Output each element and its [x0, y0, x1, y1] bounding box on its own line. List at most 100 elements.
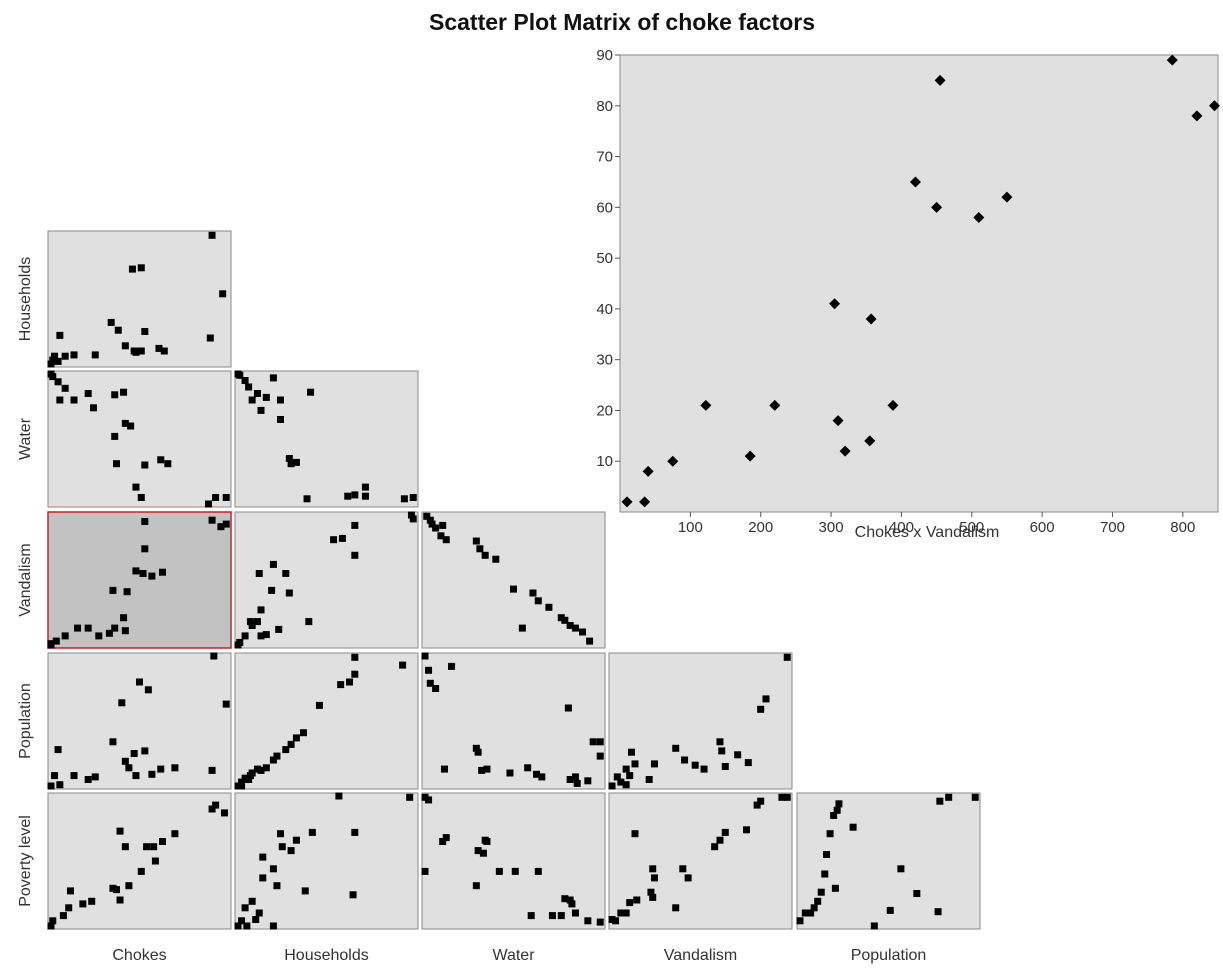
data-point [887, 399, 899, 411]
panel-chokes-vs-poverty-level[interactable] [47, 792, 232, 930]
data-point [70, 772, 78, 780]
y-tick-label: 90 [596, 47, 613, 64]
data-point [589, 738, 597, 746]
data-point [157, 456, 165, 464]
data-point [120, 388, 128, 396]
y-tick-label: 80 [596, 98, 613, 115]
data-point [428, 520, 436, 528]
panel-chokes-vs-population[interactable] [47, 652, 232, 790]
data-point [744, 759, 752, 767]
data-point [54, 378, 62, 386]
data-point [248, 396, 256, 404]
data-point [351, 653, 359, 661]
data-point [245, 383, 253, 391]
data-point [474, 748, 482, 756]
data-point [222, 494, 230, 501]
data-point [561, 895, 569, 903]
data-point [622, 765, 630, 773]
data-point [351, 551, 359, 559]
data-point [137, 347, 145, 355]
y-tick-label: 60 [596, 199, 613, 216]
data-point [1208, 100, 1220, 112]
data-point [47, 640, 55, 648]
panel-water-vs-population[interactable] [421, 652, 606, 790]
data-point [506, 769, 514, 777]
data-point [220, 809, 228, 817]
data-point [121, 843, 129, 851]
data-point [282, 570, 290, 577]
panel-chokes-vs-water[interactable] [47, 370, 232, 508]
data-point [534, 597, 542, 605]
data-point [579, 628, 587, 636]
panel-vandalism-vs-poverty-level[interactable] [608, 792, 793, 930]
panel-vandalism-vs-population[interactable] [608, 652, 793, 790]
data-point [70, 351, 78, 359]
data-point [159, 838, 167, 845]
data-point [252, 916, 260, 923]
data-point [241, 377, 249, 384]
data-point [672, 744, 680, 752]
data-point [109, 586, 117, 594]
data-point [148, 770, 156, 778]
panel-background [234, 370, 419, 508]
panel-background [421, 652, 606, 790]
panel-background [234, 792, 419, 930]
data-point [448, 662, 456, 670]
data-point [821, 870, 829, 878]
data-point [238, 917, 246, 925]
data-point [257, 606, 265, 614]
data-point [121, 757, 129, 765]
data-point [566, 776, 574, 783]
data-point [810, 904, 818, 912]
data-point [79, 900, 87, 908]
data-point [639, 496, 651, 508]
data-point [330, 536, 338, 544]
data-point [112, 886, 120, 894]
panel-chokes-vs-households[interactable] [47, 230, 232, 368]
data-point [150, 843, 158, 851]
data-point [109, 884, 117, 892]
data-point [700, 765, 708, 773]
data-point [631, 760, 639, 768]
panel-households-vs-vandalism[interactable] [234, 511, 419, 649]
panel-water-vs-poverty-level[interactable] [421, 792, 606, 930]
panel-households-vs-water[interactable] [234, 370, 419, 508]
data-point [586, 637, 594, 645]
data-point [276, 416, 284, 423]
column-label-chokes: Chokes [112, 947, 166, 964]
data-point [931, 201, 943, 213]
data-point [548, 912, 556, 920]
data-point [337, 681, 345, 689]
data-point [573, 779, 581, 787]
data-point [238, 782, 246, 790]
data-point [65, 904, 73, 912]
data-point [243, 922, 251, 930]
data-point [303, 495, 311, 503]
data-point [691, 761, 699, 769]
panel-chokes-vs-vandalism[interactable] [47, 511, 232, 649]
panel-water-vs-vandalism[interactable] [421, 511, 606, 649]
data-point [56, 331, 64, 339]
column-label-population: Population [851, 947, 927, 964]
data-point [61, 352, 69, 360]
data-point [273, 882, 281, 890]
panel-households-vs-population[interactable] [234, 652, 419, 790]
data-point [596, 918, 604, 926]
data-point [141, 328, 149, 335]
data-point [650, 760, 658, 768]
data-point [734, 751, 742, 759]
data-point [351, 670, 359, 678]
panel-population-vs-poverty-level[interactable] [796, 792, 981, 930]
data-point [257, 632, 265, 640]
data-point [561, 616, 569, 624]
panel-households-vs-poverty-level[interactable] [234, 792, 419, 930]
data-point [721, 763, 729, 770]
data-point [248, 897, 256, 905]
data-point [88, 897, 96, 905]
data-point [478, 766, 486, 774]
data-point [47, 370, 55, 378]
data-point [155, 344, 163, 352]
data-point [649, 865, 657, 873]
data-point [472, 882, 480, 890]
data-point [534, 867, 542, 875]
